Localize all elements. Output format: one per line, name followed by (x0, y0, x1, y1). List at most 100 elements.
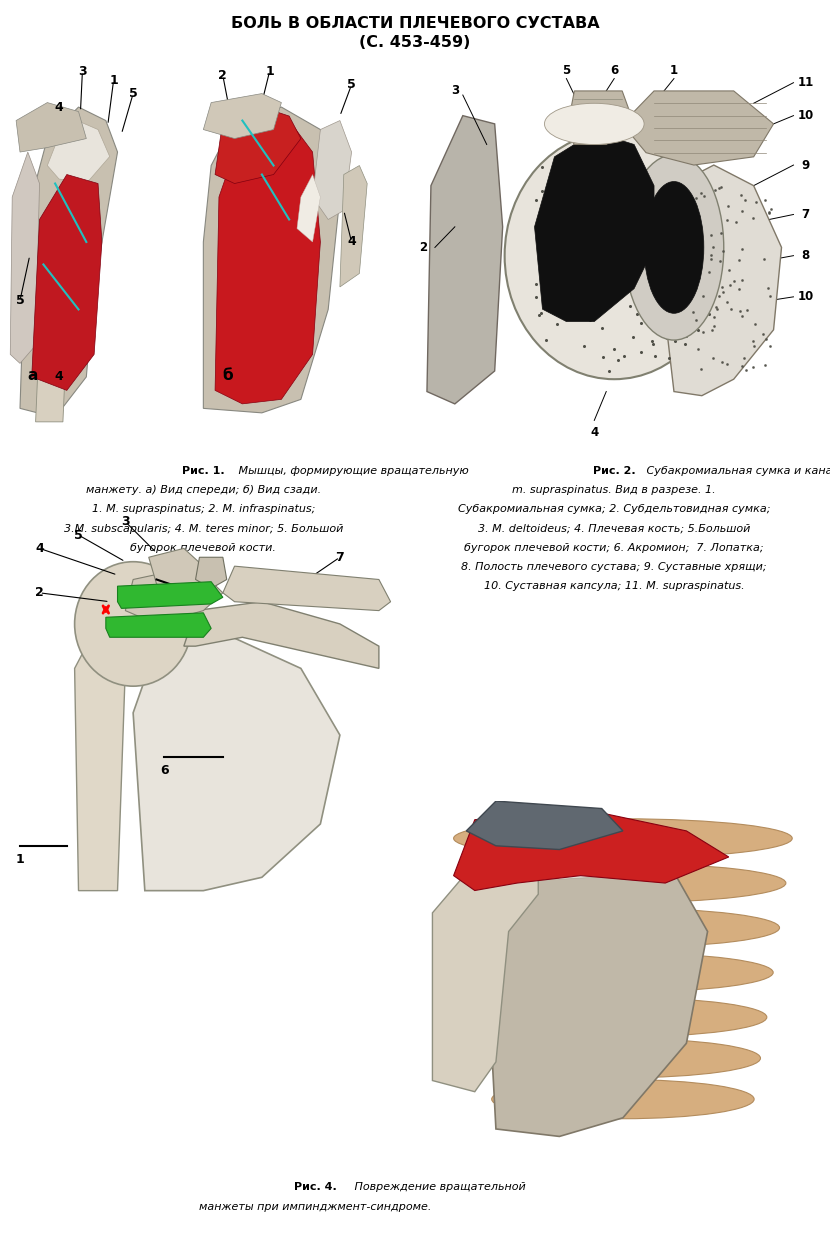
Text: 1. M. supraspinatus; 2. M. infraspinatus;: 1. M. supraspinatus; 2. M. infraspinatus… (91, 504, 315, 514)
Polygon shape (106, 612, 211, 637)
Ellipse shape (479, 997, 767, 1037)
Text: 5. Акромиально-ключичный сустав;: 5. Акромиально-ключичный сустав; (432, 984, 641, 994)
Text: выделены края канала m. supraspinatus.: выделены края канала m. supraspinatus. (432, 1021, 671, 1032)
Text: 7: 7 (335, 550, 344, 564)
Text: Субакромиальная сумка и канал: Субакромиальная сумка и канал (643, 466, 830, 476)
Text: Рис. 4.: Рис. 4. (294, 1182, 337, 1192)
Text: 3: 3 (121, 515, 129, 528)
Polygon shape (47, 116, 110, 184)
Polygon shape (340, 165, 367, 287)
Text: 2: 2 (35, 586, 44, 600)
Text: 3. M. deltoideus; 4. Плечевая кость; 5.Большой: 3. M. deltoideus; 4. Плечевая кость; 5.Б… (478, 524, 750, 534)
Text: 8: 8 (801, 250, 809, 262)
Text: 9: 9 (801, 159, 809, 171)
Text: 2: 2 (419, 241, 427, 253)
Text: 11: 11 (798, 76, 813, 89)
Text: б: б (222, 368, 233, 383)
Polygon shape (432, 838, 539, 1092)
Text: 5: 5 (16, 294, 24, 307)
Polygon shape (32, 175, 102, 390)
Text: 8. Полость плечевого сустава; 9. Суставные хрящи;: 8. Полость плечевого сустава; 9. Суставн… (461, 561, 767, 573)
Text: манжету. а) Вид спереди; б) Вид сзади.: манжету. а) Вид спереди; б) Вид сзади. (85, 484, 321, 496)
Text: 5: 5 (129, 87, 138, 101)
Text: Рис. 2.: Рис. 2. (593, 466, 636, 476)
Text: Субакромиальная сумка; 2. Субдельтовидная сумка;: Субакромиальная сумка; 2. Субдельтовидна… (458, 504, 770, 514)
Text: 4: 4 (590, 426, 598, 440)
Text: кость; 2. Акромион; 3. Клювовидный: кость; 2. Акромион; 3. Клювовидный (432, 944, 647, 955)
Text: а: а (28, 368, 38, 383)
Polygon shape (20, 107, 118, 417)
Text: отросток; 4. Клювоакромиальная связка;: отросток; 4. Клювоакромиальная связка; (432, 964, 675, 974)
Text: 2: 2 (218, 70, 227, 82)
Ellipse shape (75, 561, 192, 686)
Text: 6: 6 (160, 764, 168, 777)
Ellipse shape (544, 103, 644, 144)
Polygon shape (203, 107, 340, 412)
Text: 7: 7 (802, 207, 809, 221)
Text: 1: 1 (670, 63, 678, 77)
Text: Мышцы, формирующие вращательную: Мышцы, формирующие вращательную (235, 466, 469, 476)
Text: 4: 4 (55, 101, 63, 113)
Text: бугорок плечевой кости.: бугорок плечевой кости. (130, 543, 276, 553)
Text: Рис. 3.: Рис. 3. (432, 925, 474, 935)
Polygon shape (466, 801, 622, 850)
Text: 3.M. subscapularis; 4. M. teres minor; 5. Большой: 3.M. subscapularis; 4. M. teres minor; 5… (64, 524, 343, 534)
Text: расстояние.: расстояние. (432, 1059, 503, 1071)
Text: Красная стрелка –  акромиоплечевое: Красная стрелка – акромиоплечевое (432, 1041, 652, 1051)
Text: Канал m. supraspinatus. 1. Плечевая: Канал m. supraspinatus. 1. Плечевая (466, 925, 683, 935)
Text: 1: 1 (16, 853, 24, 866)
Ellipse shape (453, 818, 792, 858)
Polygon shape (75, 623, 125, 891)
Text: БОЛЬ В ОБЛАСТИ ПЛЕЧЕВОГО СУСТАВА: БОЛЬ В ОБЛАСТИ ПЛЕЧЕВОГО СУСТАВА (231, 15, 599, 31)
Polygon shape (622, 91, 774, 165)
Text: 3: 3 (451, 84, 459, 97)
Text: 5: 5 (347, 78, 356, 91)
Polygon shape (662, 165, 782, 396)
Polygon shape (297, 175, 320, 242)
Polygon shape (215, 120, 320, 404)
Ellipse shape (644, 181, 704, 313)
Text: Повреждение вращательной: Повреждение вращательной (351, 1182, 526, 1192)
Polygon shape (16, 103, 86, 152)
Text: m. supraspinatus. Вид в разрезе. 1.: m. supraspinatus. Вид в разрезе. 1. (512, 484, 716, 496)
Text: 10. Суставная капсула; 11. M. supraspinatus.: 10. Суставная капсула; 11. M. supraspina… (484, 581, 745, 591)
Text: 6: 6 (610, 63, 618, 77)
Polygon shape (203, 93, 281, 139)
Text: 5: 5 (74, 529, 83, 542)
Text: 4: 4 (347, 236, 356, 248)
Polygon shape (222, 566, 391, 611)
Polygon shape (427, 116, 503, 404)
Polygon shape (539, 838, 644, 879)
Text: 10: 10 (798, 291, 813, 303)
Ellipse shape (624, 155, 724, 340)
Text: 10: 10 (798, 109, 813, 122)
Text: 1: 1 (110, 73, 118, 87)
Text: Рис. 1.: Рис. 1. (182, 466, 225, 476)
Text: 6. Лопатка; 7. Ключица. Зеленым цветом: 6. Лопатка; 7. Ключица. Зеленым цветом (432, 1002, 675, 1012)
Ellipse shape (466, 908, 779, 948)
Polygon shape (535, 132, 654, 322)
Polygon shape (36, 318, 66, 422)
Polygon shape (10, 152, 40, 364)
Text: (С. 453-459): (С. 453-459) (359, 35, 471, 50)
Polygon shape (215, 107, 301, 184)
Polygon shape (133, 623, 340, 891)
Polygon shape (487, 831, 707, 1136)
Ellipse shape (460, 863, 786, 903)
Text: 4: 4 (55, 370, 63, 384)
Ellipse shape (505, 132, 724, 379)
Polygon shape (196, 558, 227, 589)
Polygon shape (118, 581, 222, 609)
Polygon shape (453, 809, 729, 891)
Ellipse shape (472, 953, 774, 992)
Text: манжеты при импинджмент-синдроме.: манжеты при импинджмент-синдроме. (199, 1202, 432, 1212)
Polygon shape (184, 601, 378, 668)
Polygon shape (125, 566, 222, 623)
Polygon shape (149, 549, 203, 592)
Text: 5: 5 (562, 63, 570, 77)
Text: бугорок плечевой кости; 6. Акромион;  7. Лопатка;: бугорок плечевой кости; 6. Акромион; 7. … (465, 543, 764, 553)
Ellipse shape (486, 1038, 760, 1078)
Text: 1: 1 (266, 65, 274, 77)
Ellipse shape (491, 1079, 754, 1119)
Text: 4: 4 (35, 542, 44, 555)
